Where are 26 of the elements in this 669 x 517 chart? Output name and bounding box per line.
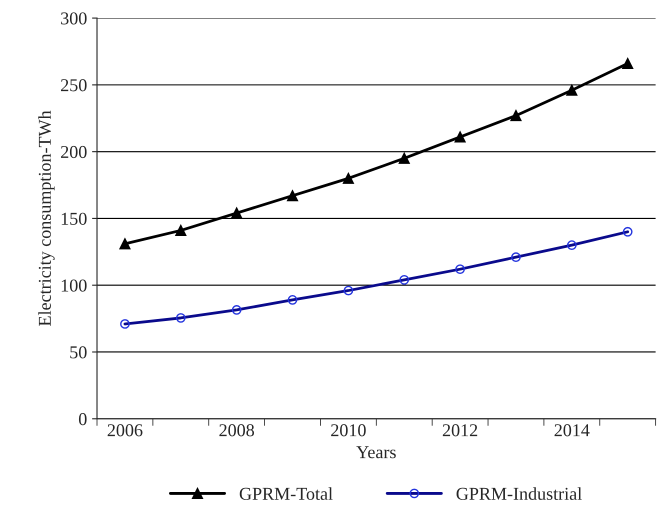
point xyxy=(286,190,298,202)
y-axis-title: Electricity consumption-TWh xyxy=(38,110,55,326)
y-tick-label: 50 xyxy=(70,346,87,358)
x-axis-title: Years xyxy=(356,446,396,458)
y-tick-label: 300 xyxy=(61,12,87,25)
point xyxy=(454,131,466,143)
point xyxy=(342,172,354,184)
x-tick-label: 2010 xyxy=(331,424,366,436)
legend-label: GPRM-Industrial xyxy=(456,487,582,500)
legend-label: GPRM-Total xyxy=(240,487,333,500)
x-tick-label: 2008 xyxy=(219,424,254,436)
y-tick-label: 100 xyxy=(62,279,87,292)
point xyxy=(622,58,634,70)
point xyxy=(119,238,130,250)
y-tick-label: 0 xyxy=(78,413,87,426)
y-tick-label: 150 xyxy=(62,212,87,225)
point xyxy=(566,84,578,96)
x-tick-label: 2012 xyxy=(442,424,478,436)
y-tick-label: 200 xyxy=(60,146,87,158)
point xyxy=(231,208,242,219)
x-tick-label: 2014 xyxy=(554,424,590,436)
point xyxy=(510,110,522,122)
point xyxy=(398,152,410,164)
point xyxy=(175,224,186,236)
y-tick-label: 250 xyxy=(60,79,87,92)
x-tick-label: 2006 xyxy=(108,424,142,436)
